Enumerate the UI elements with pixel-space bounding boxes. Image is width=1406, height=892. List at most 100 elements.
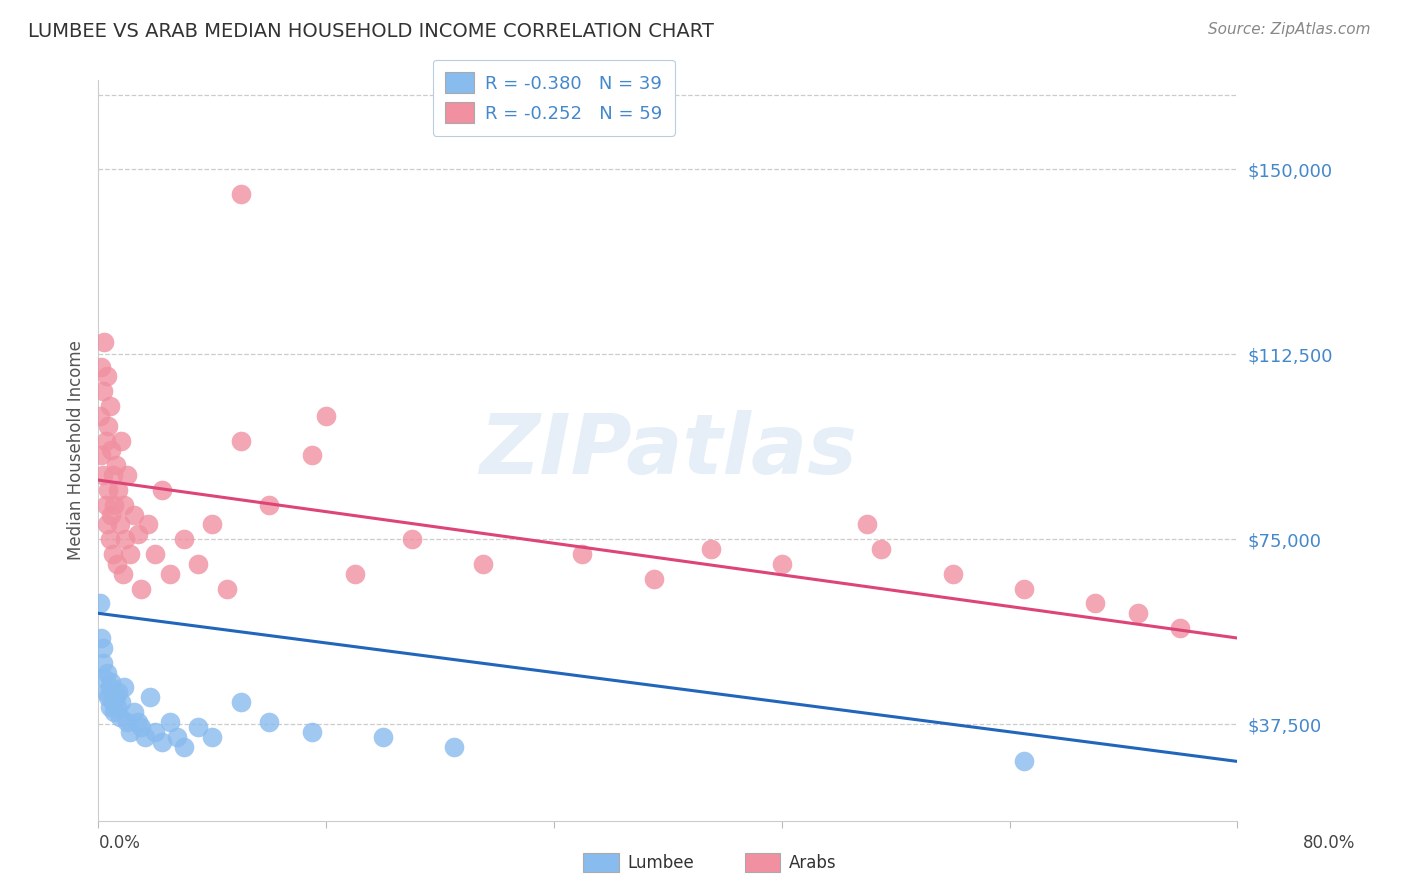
Text: Arabs: Arabs — [789, 854, 837, 871]
Point — [401, 533, 423, 547]
Point — [94, 685, 117, 699]
Point — [129, 720, 152, 734]
Point — [93, 334, 115, 349]
Point — [118, 724, 141, 739]
Point — [89, 409, 111, 423]
Point — [104, 690, 127, 705]
Point — [870, 542, 893, 557]
Point — [215, 582, 238, 596]
Point — [159, 566, 181, 581]
Point — [166, 730, 188, 744]
Point — [301, 724, 323, 739]
Point — [97, 690, 120, 705]
Point — [110, 434, 132, 448]
Point — [259, 714, 281, 729]
Point — [145, 547, 167, 561]
Point — [301, 449, 323, 463]
Point — [1084, 597, 1107, 611]
Point — [91, 468, 114, 483]
Point — [115, 714, 138, 729]
Point — [103, 498, 125, 512]
Point — [643, 572, 665, 586]
Text: Lumbee: Lumbee — [627, 854, 693, 871]
Point — [91, 656, 114, 670]
Point — [91, 640, 114, 655]
Point — [1012, 582, 1035, 596]
Point — [110, 695, 132, 709]
Point — [187, 720, 209, 734]
Point — [152, 483, 174, 497]
Point — [114, 533, 136, 547]
Point — [942, 566, 965, 581]
Point — [89, 597, 111, 611]
Point — [770, 557, 793, 571]
Point — [101, 547, 124, 561]
Point — [229, 695, 252, 709]
Point — [101, 468, 124, 483]
Point — [471, 557, 494, 571]
Point — [138, 690, 160, 705]
Point — [100, 443, 122, 458]
Point — [259, 498, 281, 512]
Text: ZIPatlas: ZIPatlas — [479, 410, 856, 491]
Point — [105, 557, 128, 571]
Point — [136, 517, 159, 532]
Point — [699, 542, 721, 557]
Point — [90, 359, 112, 374]
Point — [122, 508, 145, 522]
Point — [127, 714, 149, 729]
Point — [108, 710, 131, 724]
Point — [115, 468, 138, 483]
Point — [201, 517, 224, 532]
Point — [96, 665, 118, 680]
Point — [90, 631, 112, 645]
Point — [1012, 755, 1035, 769]
Point — [122, 705, 145, 719]
Point — [315, 409, 337, 423]
Point — [187, 557, 209, 571]
Point — [118, 547, 141, 561]
Point — [96, 517, 118, 532]
Point — [94, 498, 117, 512]
Text: 80.0%: 80.0% — [1302, 834, 1355, 852]
Point — [97, 483, 120, 497]
Point — [127, 527, 149, 541]
Point — [98, 681, 121, 695]
Point — [173, 739, 195, 754]
Point — [94, 434, 117, 448]
Point — [107, 483, 129, 497]
Point — [1170, 621, 1192, 635]
Point — [159, 714, 181, 729]
Point — [104, 458, 127, 473]
Point — [100, 675, 122, 690]
Point — [152, 734, 174, 748]
Point — [101, 695, 124, 709]
Point — [105, 700, 128, 714]
Point — [856, 517, 879, 532]
Point — [373, 730, 395, 744]
Point — [107, 685, 129, 699]
Point — [100, 508, 122, 522]
Text: 0.0%: 0.0% — [98, 834, 141, 852]
Point — [98, 533, 121, 547]
Point — [93, 671, 115, 685]
Point — [90, 449, 112, 463]
Point — [97, 418, 120, 433]
Point — [108, 517, 131, 532]
Point — [1126, 607, 1149, 621]
Point — [96, 369, 118, 384]
Point — [571, 547, 593, 561]
Point — [173, 533, 195, 547]
Point — [201, 730, 224, 744]
Legend: R = -0.380   N = 39, R = -0.252   N = 59: R = -0.380 N = 39, R = -0.252 N = 59 — [433, 60, 675, 136]
Point — [112, 498, 135, 512]
Text: Source: ZipAtlas.com: Source: ZipAtlas.com — [1208, 22, 1371, 37]
Point — [443, 739, 465, 754]
Text: LUMBEE VS ARAB MEDIAN HOUSEHOLD INCOME CORRELATION CHART: LUMBEE VS ARAB MEDIAN HOUSEHOLD INCOME C… — [28, 22, 714, 41]
Point — [129, 582, 152, 596]
Point — [229, 434, 252, 448]
Point — [134, 730, 156, 744]
Point — [91, 384, 114, 399]
Point — [98, 700, 121, 714]
Point — [98, 399, 121, 413]
